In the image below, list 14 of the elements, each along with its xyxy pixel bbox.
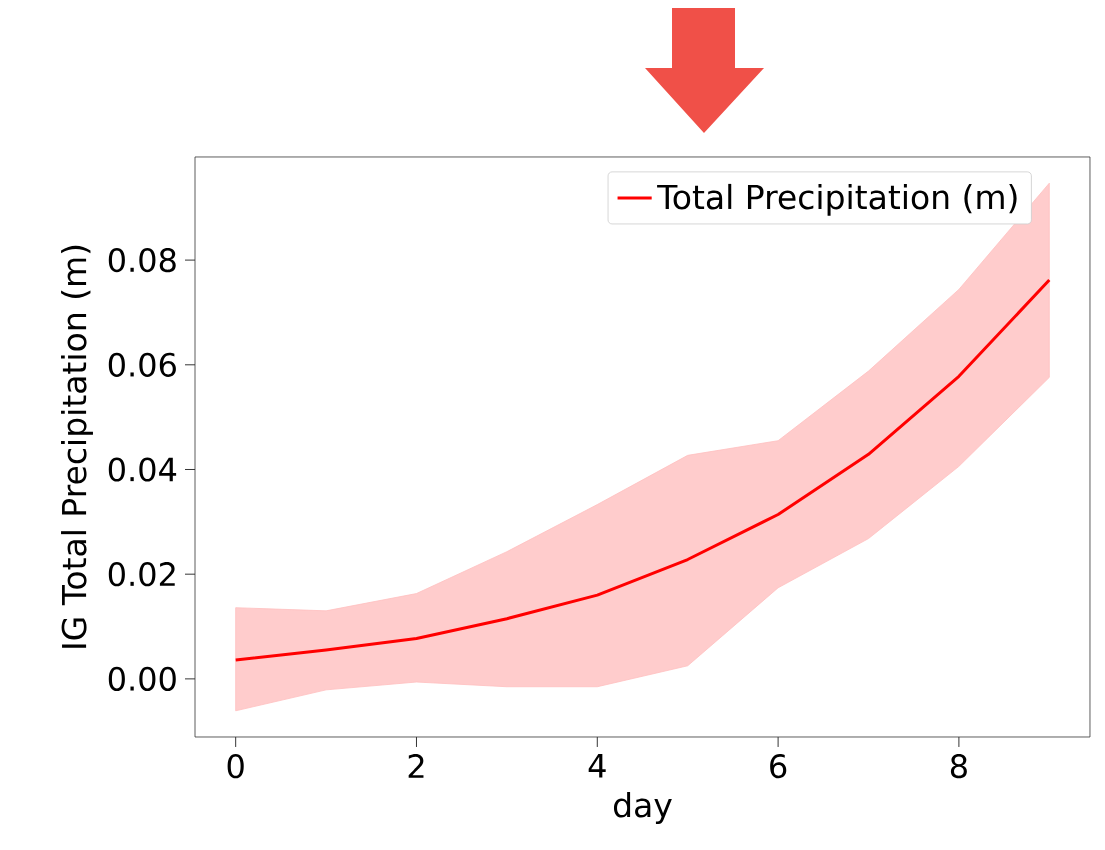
y-tick-label: 0.08 bbox=[108, 248, 176, 273]
x-axis-title: day bbox=[613, 792, 672, 824]
y-tick-label: 0.04 bbox=[108, 457, 177, 482]
x-tick-label: 2 bbox=[408, 754, 424, 778]
x-tick-label: 8 bbox=[950, 754, 967, 779]
y-tick-label: 0.02 bbox=[108, 562, 175, 587]
y-axis-title: IG Total Precipitation (m) bbox=[61, 245, 93, 648]
line-series bbox=[234, 278, 1051, 662]
legend-label: Total Precipitation (m) bbox=[657, 183, 1017, 216]
x-tick-label: 0 bbox=[227, 754, 244, 779]
y-tick-label: 0.00 bbox=[108, 666, 176, 691]
x-tick-label: 4 bbox=[588, 754, 606, 778]
y-tick-label: 0.06 bbox=[108, 352, 176, 377]
x-tick-label: 6 bbox=[770, 754, 787, 779]
